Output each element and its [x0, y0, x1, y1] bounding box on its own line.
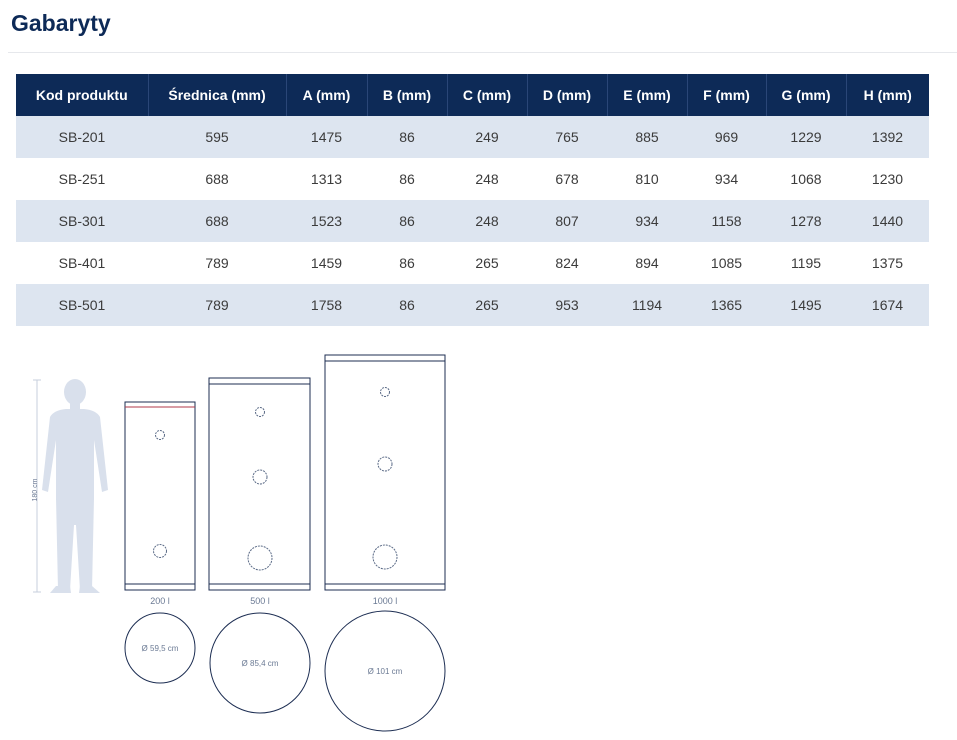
header-c: C (mm): [447, 74, 528, 116]
human-height-indicator: 180 cm: [32, 379, 41, 593]
tank-1000l-diameter-label: Ø 101 cm: [368, 667, 403, 676]
cell-e: 894: [607, 242, 687, 284]
cell-product-code: SB-501: [16, 284, 148, 326]
header-g: G (mm): [766, 74, 847, 116]
header-h: H (mm): [846, 74, 929, 116]
cell-d: 824: [527, 242, 607, 284]
cell-c: 248: [447, 158, 527, 200]
cell-e: 885: [607, 116, 687, 158]
tank-1000l: 1000 l Ø 101 cm: [324, 354, 446, 732]
cell-e: 810: [607, 158, 687, 200]
cell-f: 969: [687, 116, 766, 158]
tank-500l-capacity-label: 500 l: [250, 596, 270, 606]
header-b: B (mm): [367, 74, 448, 116]
cell-f: 1085: [687, 242, 766, 284]
cell-h: 1230: [846, 158, 929, 200]
header-a: A (mm): [286, 74, 368, 116]
page-title: Gabaryty: [11, 10, 111, 36]
cell-f: 1158: [687, 200, 766, 242]
header-diameter: Średnica (mm): [148, 74, 287, 116]
cell-d: 765: [527, 116, 607, 158]
cell-diameter: 789: [148, 284, 286, 326]
cell-h: 1440: [846, 200, 929, 242]
cell-diameter: 688: [148, 158, 286, 200]
cell-g: 1495: [766, 284, 846, 326]
cell-b: 86: [367, 200, 447, 242]
cell-b: 86: [367, 158, 447, 200]
cell-diameter: 688: [148, 200, 286, 242]
cell-h: 1392: [846, 116, 929, 158]
header-product-code: Kod produktu: [16, 74, 149, 116]
cell-d: 953: [527, 284, 607, 326]
table-row: SB-201 595 1475 86 249 765 885 969 1229 …: [16, 116, 929, 158]
tank-500l-diameter-label: Ø 85,4 cm: [242, 659, 279, 668]
cell-product-code: SB-401: [16, 242, 148, 284]
tank-500l: 500 l Ø 85,4 cm: [208, 377, 311, 714]
cell-a: 1758: [286, 284, 367, 326]
tank-200l: 200 l Ø 59,5 cm: [124, 401, 196, 684]
cell-product-code: SB-301: [16, 200, 148, 242]
title-divider: [8, 52, 957, 53]
cell-c: 265: [447, 242, 527, 284]
cell-a: 1459: [286, 242, 367, 284]
cell-a: 1523: [286, 200, 367, 242]
cell-e: 1194: [607, 284, 687, 326]
cell-diameter: 595: [148, 116, 286, 158]
header-f: F (mm): [687, 74, 767, 116]
cell-g: 1278: [766, 200, 846, 242]
cell-product-code: SB-201: [16, 116, 148, 158]
header-d: D (mm): [527, 74, 608, 116]
header-e: E (mm): [607, 74, 688, 116]
tank-1000l-capacity-label: 1000 l: [373, 596, 398, 606]
table-row: SB-501 789 1758 86 265 953 1194 1365 149…: [16, 284, 929, 326]
cell-g: 1068: [766, 158, 846, 200]
cell-b: 86: [367, 116, 447, 158]
cell-d: 807: [527, 200, 607, 242]
cell-d: 678: [527, 158, 607, 200]
cell-a: 1313: [286, 158, 367, 200]
cell-product-code: SB-251: [16, 158, 148, 200]
cell-g: 1195: [766, 242, 846, 284]
cell-f: 934: [687, 158, 766, 200]
table-row: SB-251 688 1313 86 248 678 810 934 1068 …: [16, 158, 929, 200]
human-height-label: 180 cm: [32, 478, 39, 501]
table-header-row: Kod produktu Średnica (mm) A (mm) B (mm)…: [16, 74, 929, 116]
cell-b: 86: [367, 242, 447, 284]
cell-c: 248: [447, 200, 527, 242]
table-row: SB-401 789 1459 86 265 824 894 1085 1195…: [16, 242, 929, 284]
cell-e: 934: [607, 200, 687, 242]
tank-size-comparison-drawing: 180 cm 200 l Ø 59,5 cm 500 l Ø 85,4 cm: [32, 354, 446, 732]
cell-a: 1475: [286, 116, 367, 158]
tank-200l-diameter-label: Ø 59,5 cm: [142, 644, 179, 653]
table-row: SB-301 688 1523 86 248 807 934 1158 1278…: [16, 200, 929, 242]
cell-f: 1365: [687, 284, 766, 326]
tank-200l-capacity-label: 200 l: [150, 596, 170, 606]
cell-g: 1229: [766, 116, 846, 158]
human-silhouette-icon: [42, 379, 108, 593]
cell-c: 249: [447, 116, 527, 158]
cell-h: 1375: [846, 242, 929, 284]
dimensions-table: Kod produktu Średnica (mm) A (mm) B (mm)…: [16, 74, 929, 326]
cell-c: 265: [447, 284, 527, 326]
cell-h: 1674: [846, 284, 929, 326]
cell-b: 86: [367, 284, 447, 326]
cell-diameter: 789: [148, 242, 286, 284]
